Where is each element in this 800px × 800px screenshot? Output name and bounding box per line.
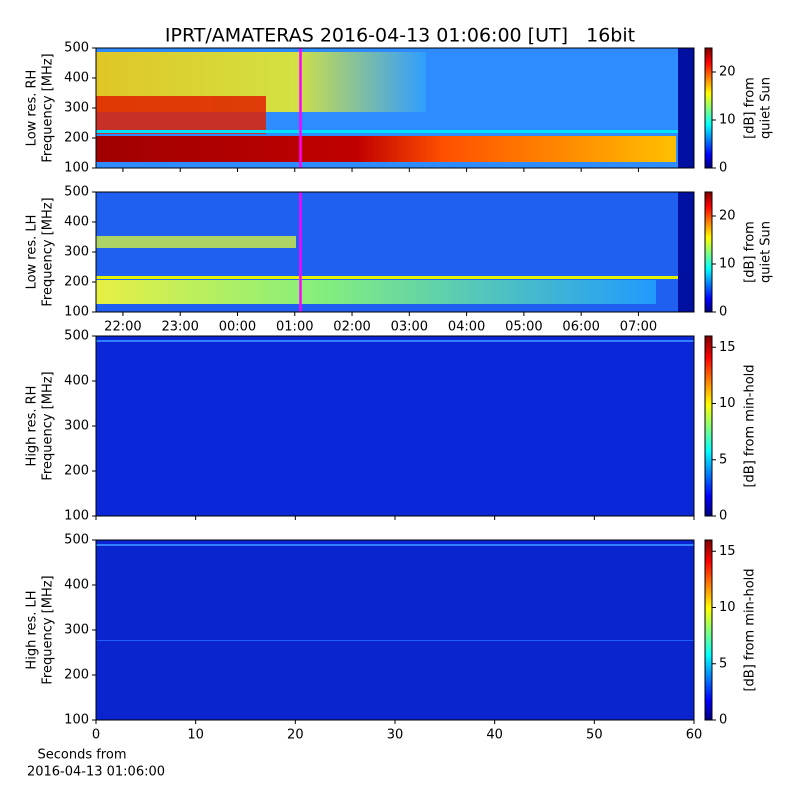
- x-tick-label: 02:00: [333, 320, 370, 335]
- x-tick-label: 20: [287, 728, 304, 743]
- colorbar-label: [dB] from: [743, 77, 758, 139]
- y-tick-label: 200: [64, 464, 89, 479]
- colorbar-tick-label: 10: [719, 113, 736, 128]
- colorbar-tick-label: 10: [719, 257, 736, 272]
- y-tick-label: 400: [64, 578, 89, 593]
- x-axis-label: Seconds from: [37, 748, 126, 763]
- x-tick-label: 23:00: [161, 320, 198, 335]
- colorbar-label: quiet Sun: [759, 77, 774, 139]
- x-tick-label: 03:00: [391, 320, 428, 335]
- y-tick-label: 200: [64, 668, 89, 683]
- y-tick-label: 100: [64, 161, 89, 176]
- x-tick-label: 04:00: [448, 320, 485, 335]
- y-tick-label: 200: [64, 131, 89, 146]
- colorbar-tick-label: 10: [719, 600, 736, 615]
- x-tick-label: 06:00: [562, 320, 599, 335]
- spectrum-bg: [96, 280, 656, 304]
- colorbar: [704, 47, 713, 169]
- spectrum-bg: [96, 130, 686, 133]
- y-tick-label: 400: [64, 71, 89, 86]
- x-tick-label: 60: [686, 728, 703, 743]
- y-axis-label: Frequency [MHz]: [41, 53, 56, 162]
- colorbar-label: [dB] from min-hold: [743, 364, 758, 487]
- y-tick-label: 500: [64, 533, 89, 548]
- y-tick-label: 400: [64, 215, 89, 230]
- colorbar: [704, 539, 713, 721]
- colorbar-tick-label: 0: [719, 161, 727, 176]
- y-tick-label: 300: [64, 245, 89, 260]
- y-tick-label: 300: [64, 419, 89, 434]
- spectrum-bg: [96, 544, 694, 546]
- y-axis-label: Frequency [MHz]: [41, 197, 56, 306]
- y-tick-label: 100: [64, 509, 89, 524]
- colorbar: [704, 335, 713, 517]
- y-axis-label: High res. RH: [25, 386, 40, 467]
- y-axis-label: Low res. LH: [25, 215, 40, 290]
- colorbar-tick-label: 20: [719, 209, 736, 224]
- spectrum-bg: [678, 48, 694, 168]
- colorbar-tick-label: 0: [719, 713, 727, 728]
- spectrum-bg: [96, 236, 296, 248]
- x-tick-label: 50: [586, 728, 603, 743]
- colorbar-tick-label: 5: [719, 452, 727, 467]
- x-tick-label: 22:00: [104, 320, 141, 335]
- chart-title: IPRT/AMATERAS 2016-04-13 01:06:00 [UT] 1…: [165, 25, 635, 47]
- y-tick-label: 500: [64, 185, 89, 200]
- x-tick-label: 01:00: [276, 320, 313, 335]
- x-tick-label: 40: [486, 728, 503, 743]
- colorbar-label: [dB] from min-hold: [743, 568, 758, 691]
- y-tick-label: 500: [64, 329, 89, 344]
- colorbar-tick-label: 5: [719, 656, 727, 671]
- colorbar-tick-label: 0: [719, 509, 727, 524]
- y-axis-label: Low res. RH: [25, 70, 40, 147]
- spectrum-bg: [678, 192, 694, 312]
- x-tick-label: 05:00: [505, 320, 542, 335]
- y-axis-label: High res. LH: [25, 590, 40, 669]
- colorbar-label: quiet Sun: [759, 221, 774, 283]
- y-tick-label: 300: [64, 101, 89, 116]
- y-tick-label: 200: [64, 275, 89, 290]
- x-tick-label: 07:00: [620, 320, 657, 335]
- x-axis-label: 2016-04-13 01:06:00: [27, 765, 165, 780]
- y-tick-label: 300: [64, 623, 89, 638]
- colorbar-tick-label: 15: [719, 544, 736, 559]
- spectrum-bg: [96, 276, 686, 279]
- colorbar-tick-label: 10: [719, 396, 736, 411]
- spectrum-bg: [96, 640, 694, 641]
- colorbar: [704, 191, 713, 313]
- y-tick-label: 100: [64, 305, 89, 320]
- colorbar-tick-label: 20: [719, 65, 736, 80]
- colorbar-label: [dB] from: [743, 221, 758, 283]
- x-tick-label: 30: [387, 728, 404, 743]
- spectrum-bg: [96, 336, 694, 516]
- x-tick-label: 0: [92, 728, 100, 743]
- spectrum-bg: [96, 340, 694, 342]
- spectrum-bg: [96, 96, 266, 134]
- x-tick-label: 00:00: [219, 320, 256, 335]
- spectrum-bg: [96, 540, 694, 720]
- y-tick-label: 100: [64, 713, 89, 728]
- colorbar-tick-label: 0: [719, 305, 727, 320]
- y-tick-label: 400: [64, 374, 89, 389]
- y-axis-label: Frequency [MHz]: [41, 371, 56, 480]
- y-axis-label: Frequency [MHz]: [41, 575, 56, 684]
- y-tick-label: 500: [64, 41, 89, 56]
- colorbar-tick-label: 15: [719, 340, 736, 355]
- x-tick-label: 10: [187, 728, 204, 743]
- spectrum-bg: [96, 136, 676, 162]
